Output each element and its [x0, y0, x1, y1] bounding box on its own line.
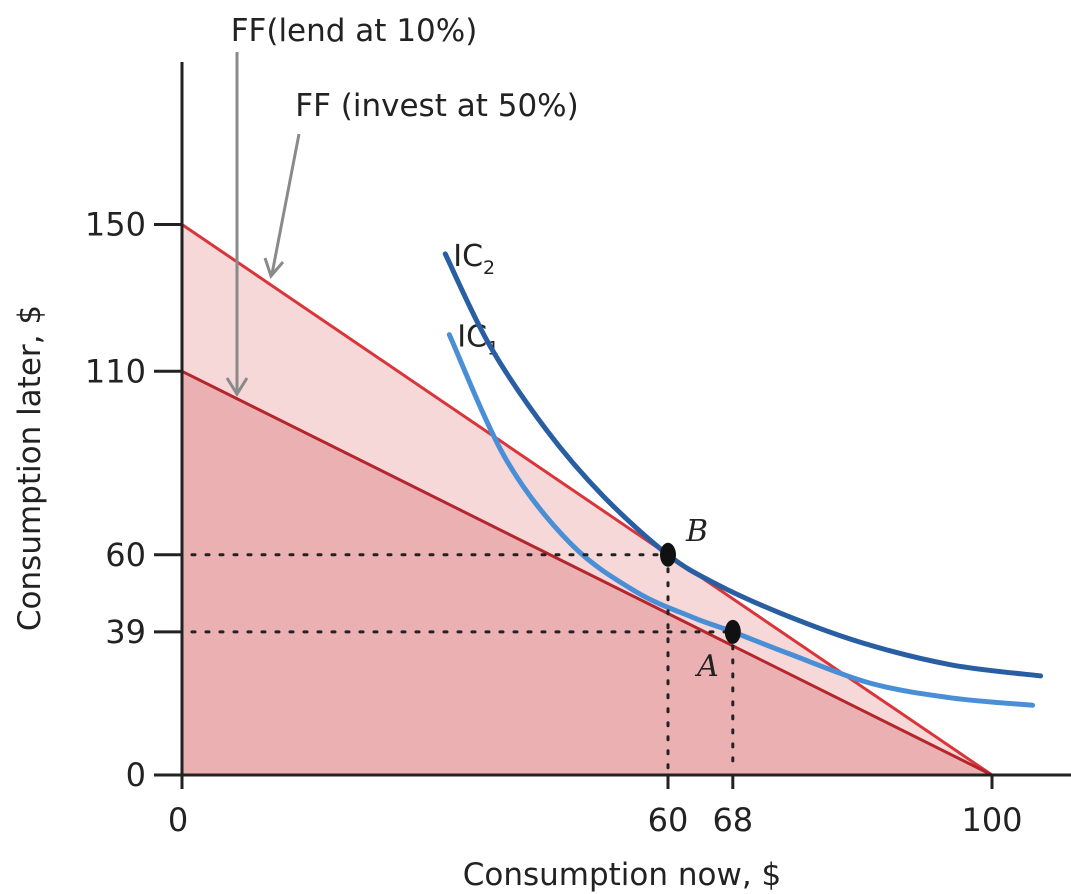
- arrowhead-ff-invest: [263, 257, 285, 279]
- y-tick-label-0: 0: [126, 756, 146, 794]
- x-tick-label-100: 100: [961, 801, 1022, 839]
- arrow-ff-invest: [270, 133, 301, 275]
- x-tick-label-0: 0: [168, 801, 188, 839]
- indifference-curve-1: [446, 332, 1035, 708]
- feasible-areas: [181, 223, 993, 777]
- frontier-line-1: [181, 223, 993, 777]
- indifference-curve-2: [442, 251, 1044, 679]
- y-tick-label-110: 110: [85, 352, 146, 390]
- point-a: [724, 619, 741, 644]
- y-tick-label-60: 60: [105, 536, 146, 574]
- label-ff-lend: FF(lend at 10%): [231, 13, 478, 49]
- arrowhead-ff-lend: [225, 377, 249, 397]
- point-label-a: A: [694, 649, 719, 684]
- x-tick-label-68: 68: [712, 801, 753, 839]
- y-axis-title: Consumption later, $: [12, 305, 48, 631]
- x-axis-title: Consumption now, $: [463, 857, 782, 893]
- ic-label-2: IC2: [453, 239, 495, 279]
- y-tick-label-150: 150: [85, 206, 146, 244]
- guide-lines: [190, 553, 735, 773]
- point-label-b: B: [685, 514, 708, 549]
- equilibrium-points: AB: [660, 514, 741, 684]
- tick-labels: 0 39 60 110 150 0 60 68 100: [85, 206, 1023, 840]
- point-b: [660, 542, 676, 567]
- y-tick-label-39: 39: [105, 613, 146, 651]
- frontier-line-2: [181, 369, 993, 777]
- annotations: FF(lend at 10%) FF (invest at 50%): [225, 13, 579, 397]
- x-tick-label-60: 60: [648, 801, 689, 839]
- axes: [154, 62, 1071, 789]
- label-ff-invest: FF (invest at 50%): [295, 88, 578, 124]
